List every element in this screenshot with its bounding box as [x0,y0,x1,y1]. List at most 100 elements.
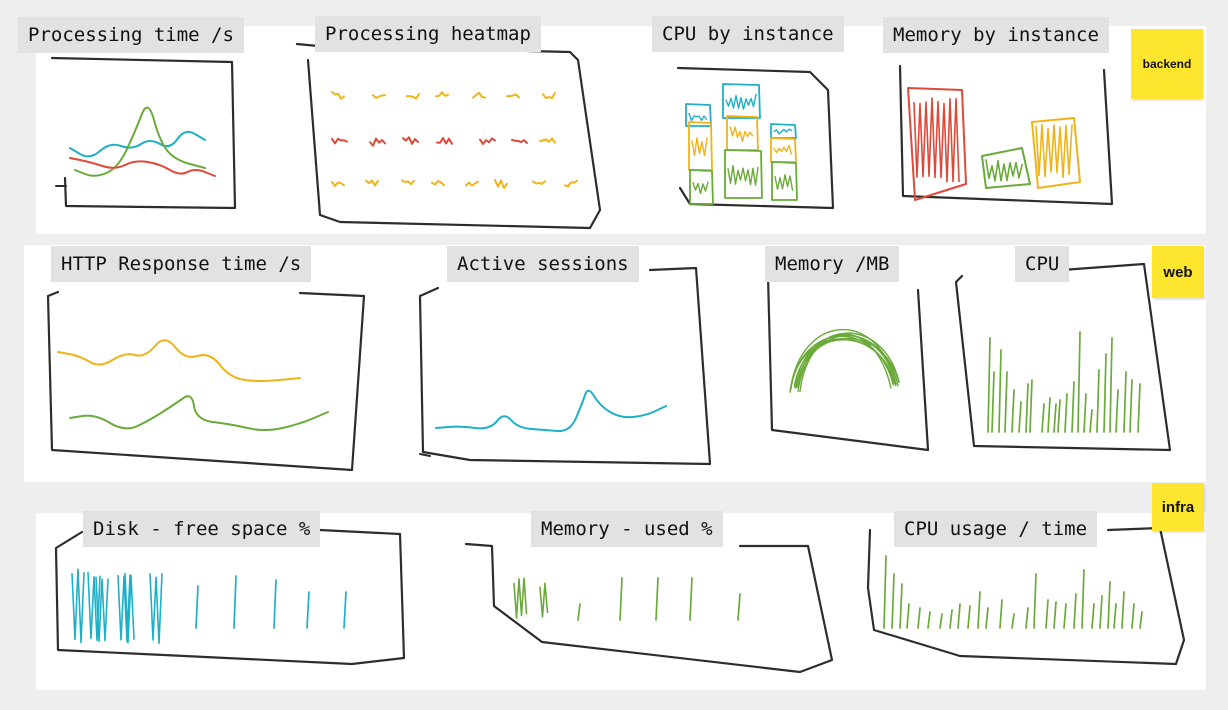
cpu-instance-box-8 [771,161,798,201]
cpu-usage-spike-3 [906,603,910,629]
cpu-usage-spike-26 [1131,603,1135,629]
disk-free-space-frame [54,528,406,666]
heatmap-row1-cell-5 [506,93,520,99]
processing-heatmap-frame [295,42,602,230]
heatmap-row1-cell-3 [435,91,449,98]
cpu-instance-fill-4 [692,181,709,195]
heatmap-row2-cell-5 [511,138,528,144]
cpu-usage-spike-2 [899,583,903,629]
cpu-usage-spike-24 [1113,603,1117,629]
heatmap-row1-cell-6 [542,91,556,100]
heatmap-row3-cell-5 [494,179,508,189]
cpu-instance-fill-0 [688,112,708,122]
cpu-instance-box-6 [770,123,797,139]
web-sticky-note: web [1152,246,1204,298]
cpu-spike-10 [1053,403,1057,433]
http-response-time-frame [46,290,366,472]
memory-mb-arc-4 [797,335,899,392]
cpu-usage-time-frame [866,526,1186,666]
disk-dense-bar-0 [71,568,85,644]
memory-used-frame [464,542,834,674]
heatmap-row2-cell-3 [436,136,453,145]
cpu-usage-time-title: CPU usage / time [894,511,1098,547]
cpu-usage-spike-6 [939,613,943,629]
memory-instance-green-box [981,147,1031,189]
heatmap-row3-cell-4 [465,180,479,187]
cpu-instance-box-3 [688,121,713,171]
cpu-spike-16 [1089,409,1093,433]
memory-used-thin-bar-2 [655,577,659,621]
heatmap-row2-cell-6 [539,137,556,144]
memory-mb-arc-1 [799,333,892,393]
disk-dense-bar-2 [95,576,109,643]
memory-used-thin-bar-4 [737,593,741,621]
backend-sticky-note: backend [1131,29,1203,99]
memory-instance-green-fill [985,159,1023,182]
cpu-usage-spike-19 [1073,593,1077,629]
memory-used-dense-bar-1 [539,582,549,618]
memory-mb-arc-8 [790,338,895,390]
cpu-usage-spike-0 [883,555,887,629]
cpu-spike-3 [1004,371,1008,433]
cpu-spike-19 [1109,337,1113,433]
cpu-instance-fill-5 [727,164,759,186]
cpu-spike-14 [1077,331,1081,433]
memory-instance-amber-fill [1035,123,1073,179]
processing-time-teal-line [69,130,206,158]
cpu-spike-9 [1047,397,1051,433]
active-sessions-title: Active sessions [447,246,639,282]
cpu-instance-box-2 [726,115,759,151]
cpu-usage-spike-23 [1107,581,1111,629]
cpu-usage-spike-12 [999,599,1003,629]
cpu-usage-spike-21 [1091,603,1095,629]
disk-free-space-title: Disk - free space % [83,511,321,547]
cpu-instance-fill-6 [773,128,793,135]
cpu-instance-fill-2 [729,126,754,142]
cpu-usage-spike-15 [1033,573,1037,629]
memory-instance-red-fill [913,97,960,183]
heatmap-row1-cell-2 [406,93,420,100]
cpu-usage-spike-20 [1081,569,1085,629]
cpu-spike-22 [1129,379,1133,433]
active-sessions-teal-line [435,389,667,433]
memory-instance-red-box [907,87,967,201]
memory-mb-frame [766,274,930,452]
processing-time-green-line [74,106,206,177]
cpu-usage-spike-13 [1011,613,1015,629]
heatmap-row3-cell-6 [532,180,546,185]
cpu-spike-13 [1071,381,1075,433]
cpu-spike-7 [1029,379,1033,433]
heatmap-row3-cell-7 [564,179,578,188]
cpu-instance-fill-1 [725,93,757,110]
cpu-usage-spike-10 [977,591,981,629]
processing-time-title: Processing time /s [18,17,244,53]
memory-used-title: Memory - used % [531,511,723,547]
heatmap-row3-cell-3 [431,179,445,187]
heatmap-row3-cell-0 [331,181,345,188]
cpu-spike-2 [998,349,1002,433]
cpu-spike-11 [1057,399,1061,433]
memory-mb-title: Memory /MB [765,246,900,282]
cpu-usage-spike-25 [1121,591,1125,629]
cpu-spike-18 [1103,353,1107,433]
cpu-usage-spike-14 [1025,607,1029,629]
active-sessions-tick [419,453,431,457]
processing-time-red-line [69,157,216,177]
heatmap-row2-cell-0 [331,137,348,145]
heatmap-row1-cell-1 [372,94,386,100]
disk-dense-bar-4 [124,572,135,644]
heatmap-row1-cell-0 [331,91,345,100]
disk-thin-bar-4 [343,591,347,629]
processing-heatmap-title: Processing heatmap [315,16,541,52]
cpu-instance-fill-7 [773,144,793,155]
disk-dense-bar-3 [117,574,131,643]
active-sessions-frame [418,266,712,466]
http-response-amber-line [57,339,301,382]
cpu-usage-spike-7 [949,609,953,629]
heatmap-row2-cell-4 [479,137,496,146]
cpu-title: CPU [1015,246,1070,282]
cpu-instance-box-5 [724,149,763,199]
cpu-instance-fill-3 [691,137,708,157]
cpu-usage-spike-9 [967,605,971,629]
